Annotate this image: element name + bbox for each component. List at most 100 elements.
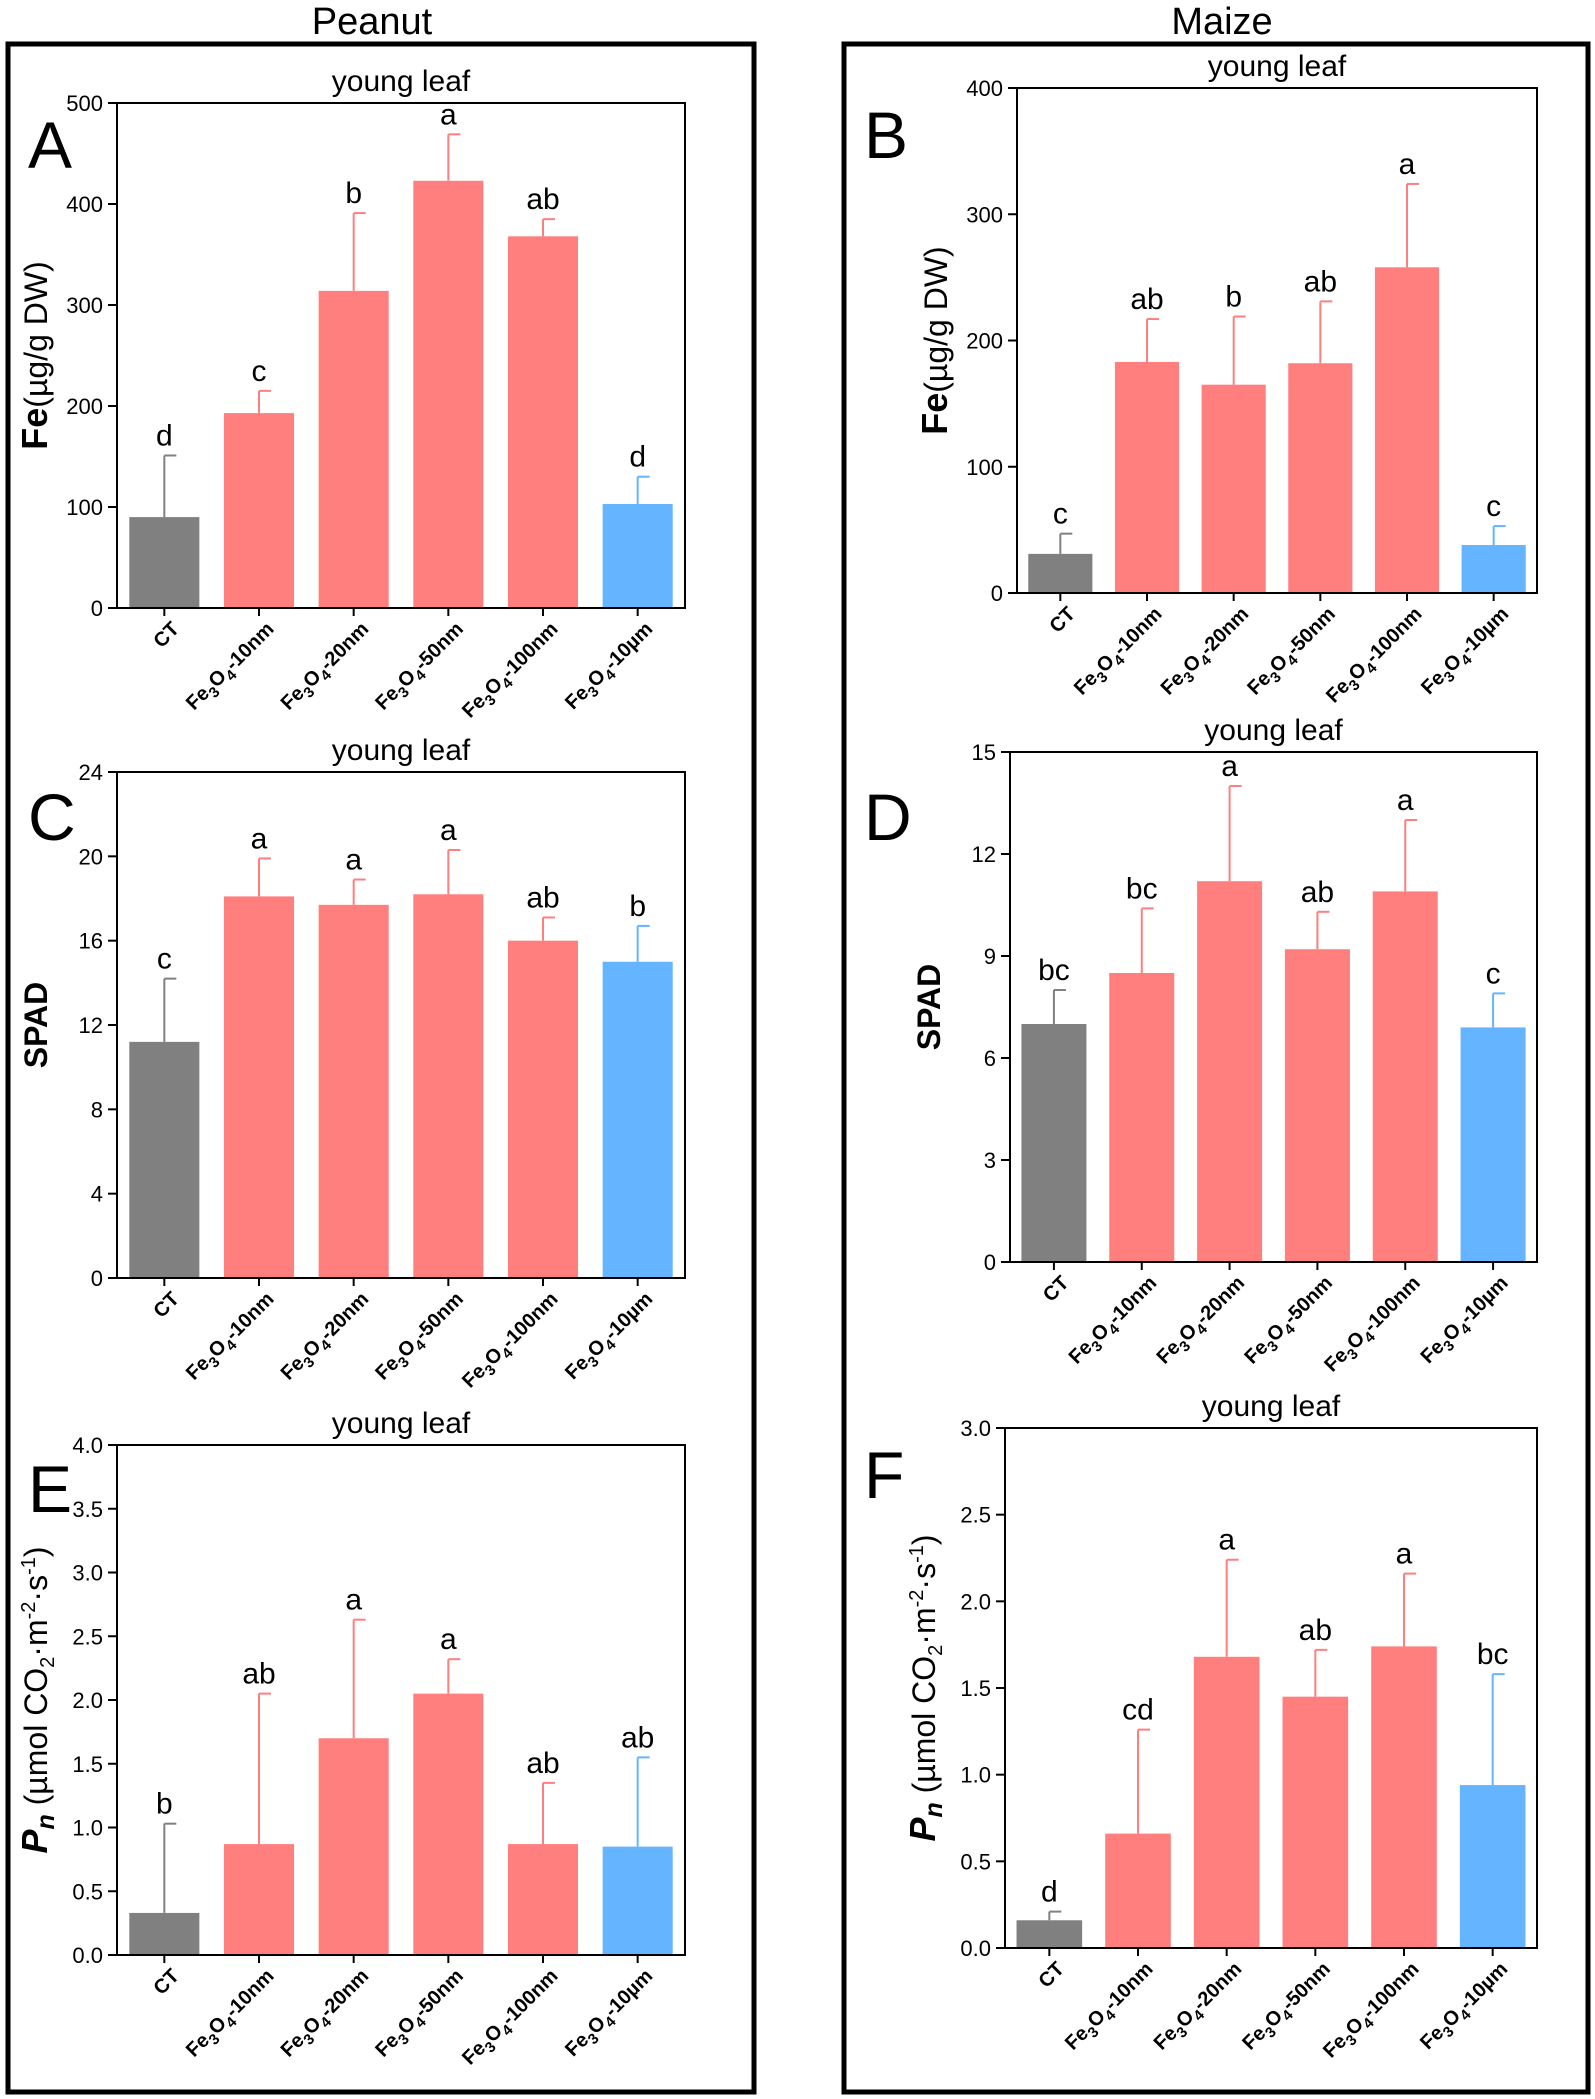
- category-label-part: -100nm: [1358, 1958, 1423, 2023]
- category-label-part: -100nm: [497, 618, 562, 683]
- category-label-part: -20nm: [1189, 1958, 1246, 2015]
- bar: [602, 961, 673, 1278]
- significance-letter: c: [157, 943, 172, 976]
- significance-letter: a: [1399, 148, 1416, 181]
- significance-letter: a: [345, 1584, 362, 1617]
- bar: [1201, 384, 1266, 593]
- bar: [1109, 973, 1175, 1262]
- significance-letter: bc: [1477, 1638, 1509, 1671]
- y-tick-label: 500: [66, 91, 103, 116]
- bar: [223, 1844, 295, 1955]
- y-axis-label-part: ·s: [18, 1575, 54, 1602]
- y-tick-label: 100: [966, 455, 1003, 480]
- y-axis-label: Fe(µg/g DW): [14, 261, 55, 449]
- y-axis-label-subscript: n: [920, 1802, 948, 1817]
- category-label-part: -100nm: [1361, 603, 1426, 668]
- significance-letter: d: [156, 419, 173, 452]
- significance-letter: ab: [526, 183, 559, 216]
- category-label: Fe3O4-20nm: [1150, 1958, 1250, 2058]
- y-tick-label: 24: [79, 760, 103, 785]
- y-tick-label: 0: [984, 1250, 996, 1275]
- category-label-part: -10µm: [600, 618, 657, 675]
- y-tick-label: 300: [66, 293, 103, 318]
- significance-letter: ab: [242, 1658, 275, 1691]
- category-label-part: -50nm: [411, 618, 468, 675]
- bar: [507, 940, 579, 1278]
- y-tick-label: 200: [966, 329, 1003, 354]
- maize-column-title: Maize: [1171, 1, 1272, 43]
- category-label: Fe3O4-20nm: [1153, 1272, 1253, 1372]
- category-label: CT: [1039, 1272, 1073, 1306]
- bar: [413, 1693, 484, 1955]
- significance-letter: ab: [1299, 1614, 1332, 1647]
- significance-letter: bc: [1038, 954, 1070, 987]
- y-tick-label: 0.0: [960, 1936, 991, 1961]
- y-axis-label: SPAD: [911, 964, 947, 1051]
- category-label: Fe3O4-50nm: [371, 1288, 471, 1388]
- bar: [507, 236, 579, 608]
- category-label-part: -10nm: [221, 1965, 278, 2022]
- y-tick-label: 3.5: [72, 1497, 103, 1522]
- category-label-part: -50nm: [411, 1288, 468, 1345]
- significance-letter: cd: [1122, 1694, 1154, 1727]
- y-axis-label-part: ·m: [906, 1607, 942, 1644]
- y-axis-label-part: ·m: [18, 1619, 54, 1656]
- bar: [223, 413, 295, 608]
- category-label-part: -10nm: [1109, 603, 1166, 660]
- category-label-text: CT: [1045, 603, 1079, 637]
- y-axis-label-part: (µmol CO: [906, 1656, 942, 1802]
- y-tick-label: 0.0: [72, 1943, 103, 1968]
- bar: [1288, 363, 1353, 593]
- maize-column-frame: [841, 41, 1591, 2095]
- y-axis-label-part: ·s: [906, 1563, 942, 1590]
- category-label-part: -50nm: [1278, 1958, 1335, 2015]
- bar: [602, 503, 673, 608]
- y-tick-label: 400: [66, 192, 103, 217]
- bar: [1105, 1833, 1171, 1948]
- y-tick-label: 6: [984, 1046, 996, 1071]
- significance-letter: c: [252, 355, 267, 388]
- bar: [413, 180, 484, 608]
- chart-title: young leaf: [332, 65, 471, 98]
- panel-letter: E: [28, 1452, 72, 1526]
- y-tick-label: 15: [972, 740, 996, 765]
- category-label-part: -10nm: [1100, 1958, 1157, 2015]
- category-label-part: -100nm: [497, 1288, 562, 1353]
- category-label: Fe3O4-20nm: [277, 1965, 377, 2065]
- bar: [1460, 1027, 1526, 1262]
- y-axis-label-part: Fe: [14, 408, 55, 450]
- y-tick-label: 200: [66, 394, 103, 419]
- y-axis-label-part: P: [14, 1829, 55, 1854]
- plot-frame: [116, 771, 686, 1279]
- y-tick-label: 2.5: [72, 1624, 103, 1649]
- category-label: Fe3O4-100nm: [458, 618, 566, 726]
- category-label-part: -20nm: [316, 1288, 373, 1345]
- y-axis-label-part: Fe: [914, 393, 955, 435]
- y-tick-label: 20: [79, 844, 103, 869]
- bar: [318, 290, 389, 608]
- bar: [1021, 1024, 1087, 1262]
- category-label-text: CT: [149, 618, 183, 652]
- bar: [1459, 1785, 1526, 1948]
- panel-letter: C: [28, 780, 76, 854]
- bar: [507, 1844, 579, 1955]
- category-label: CT: [1034, 1958, 1068, 1992]
- bar: [1197, 881, 1263, 1262]
- bar: [223, 896, 295, 1278]
- y-axis-label: Pn (µmol CO2·m-2·s-1): [902, 1534, 948, 1841]
- y-axis-label-superscript: -1: [18, 1557, 40, 1575]
- bar: [1284, 949, 1350, 1262]
- chart-title: young leaf: [1208, 50, 1347, 83]
- category-label: Fe3O4-100nm: [458, 1288, 566, 1396]
- significance-letter: ab: [1301, 876, 1334, 909]
- significance-letter: b: [156, 1788, 173, 1821]
- bar: [1372, 891, 1438, 1262]
- significance-letter: a: [345, 844, 362, 877]
- category-label: Fe3O4-10nm: [1070, 603, 1170, 703]
- bar: [1114, 361, 1180, 593]
